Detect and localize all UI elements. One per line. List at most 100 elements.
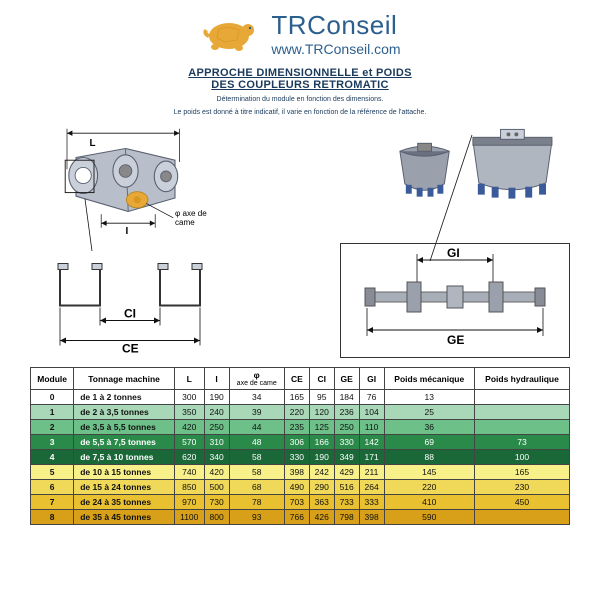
table-cell: 349 [334, 450, 359, 465]
table-cell: 800 [204, 510, 229, 525]
table-cell: 310 [204, 435, 229, 450]
table-cell: 34 [229, 390, 284, 405]
brand-name: TRConseil [271, 10, 400, 41]
brand-header: TRConseil www.TRConseil.com [0, 0, 600, 61]
table-cell: 44 [229, 420, 284, 435]
th-poids-hyd: Poids hydraulique [475, 368, 570, 390]
table-cell: 78 [229, 495, 284, 510]
label-CE: CE [122, 342, 139, 356]
table-cell: 570 [174, 435, 204, 450]
table-cell: 490 [284, 480, 309, 495]
buckets-illustration [390, 127, 560, 201]
table-cell [475, 390, 570, 405]
table-row: 1de 2 à 3,5 tonnes3502403922012023610425 [31, 405, 570, 420]
table-cell: 8 [31, 510, 74, 525]
table-cell: 165 [284, 390, 309, 405]
table-cell: 220 [284, 405, 309, 420]
table-cell: 250 [204, 420, 229, 435]
ge-gi-diagram-frame: GI GE [340, 243, 570, 358]
table-cell: 69 [384, 435, 474, 450]
table-cell: 766 [284, 510, 309, 525]
table-cell: 350 [174, 405, 204, 420]
bucket-small-icon [390, 139, 459, 201]
table-cell: de 5,5 à 7,5 tonnes [74, 435, 175, 450]
table-cell: 48 [229, 435, 284, 450]
brand-text: TRConseil www.TRConseil.com [271, 10, 400, 57]
subtitle-2: Le poids est donné à titre indicatif, il… [0, 108, 600, 117]
table-cell: 333 [359, 495, 384, 510]
table-cell: 166 [309, 435, 334, 450]
table-cell: 306 [284, 435, 309, 450]
table-row: 3de 5,5 à 7,5 tonnes57031048306166330142… [31, 435, 570, 450]
table-cell: 426 [309, 510, 334, 525]
table-cell: 13 [384, 390, 474, 405]
table-cell: 703 [284, 495, 309, 510]
table-cell: de 7,5 à 10 tonnes [74, 450, 175, 465]
table-row: 8de 35 à 45 tonnes1100800937664267983985… [31, 510, 570, 525]
table-cell: de 3,5 à 5,5 tonnes [74, 420, 175, 435]
table-cell: 4 [31, 450, 74, 465]
table-cell: 93 [229, 510, 284, 525]
table-cell: 1100 [174, 510, 204, 525]
th-GI: GI [359, 368, 384, 390]
table-cell: 142 [359, 435, 384, 450]
table-cell: 516 [334, 480, 359, 495]
table-cell: 340 [204, 450, 229, 465]
table-cell: de 35 à 45 tonnes [74, 510, 175, 525]
table-cell: 330 [334, 435, 359, 450]
table-cell: 363 [309, 495, 334, 510]
table-cell: de 15 à 24 tonnes [74, 480, 175, 495]
turtle-logo-icon [199, 14, 259, 54]
table-cell: 36 [384, 420, 474, 435]
table-header: Module Tonnage machine L I φaxe de came … [31, 368, 570, 390]
table-row: 6de 15 à 24 tonnes8505006849029051626422… [31, 480, 570, 495]
label-cam-axis: φ axe decame [175, 209, 207, 227]
table-cell: 211 [359, 465, 384, 480]
table-cell: 620 [174, 450, 204, 465]
table-cell: 120 [309, 405, 334, 420]
table-row: 0de 1 à 2 tonnes30019034165951847613 [31, 390, 570, 405]
table-cell: 104 [359, 405, 384, 420]
table-cell: 145 [384, 465, 474, 480]
table-cell: 171 [359, 450, 384, 465]
ce-ci-diagram: CI CE [30, 243, 240, 358]
table-cell: 240 [204, 405, 229, 420]
th-CI: CI [309, 368, 334, 390]
table-cell: 25 [384, 405, 474, 420]
table-cell: 39 [229, 405, 284, 420]
table-cell: 850 [174, 480, 204, 495]
th-L: L [174, 368, 204, 390]
coupler-body-icon [65, 149, 178, 212]
th-CE: CE [284, 368, 309, 390]
th-module: Module [31, 368, 74, 390]
table-cell: 235 [284, 420, 309, 435]
table-cell: 290 [309, 480, 334, 495]
table-cell: de 24 à 35 tonnes [74, 495, 175, 510]
table-cell: 500 [204, 480, 229, 495]
table-cell: 330 [284, 450, 309, 465]
table-cell: 450 [475, 495, 570, 510]
table-cell: 398 [284, 465, 309, 480]
table-cell [475, 405, 570, 420]
table-cell: 58 [229, 450, 284, 465]
table-cell: 190 [204, 390, 229, 405]
table-cell: 398 [359, 510, 384, 525]
table-cell: 250 [334, 420, 359, 435]
table-cell: 2 [31, 420, 74, 435]
table-cell: 429 [334, 465, 359, 480]
table-cell: 300 [174, 390, 204, 405]
table-row: 4de 7,5 à 10 tonnes620340583301903491718… [31, 450, 570, 465]
table-cell: 3 [31, 435, 74, 450]
table-cell: 740 [174, 465, 204, 480]
table-cell: 76 [359, 390, 384, 405]
brand-url: www.TRConseil.com [271, 41, 400, 57]
label-I: I [126, 226, 129, 237]
ge-gi-diagram: GI GE [347, 248, 563, 348]
th-tonnage: Tonnage machine [74, 368, 175, 390]
table-cell: 410 [384, 495, 474, 510]
th-cam: φaxe de came [229, 368, 284, 390]
table-cell: de 1 à 2 tonnes [74, 390, 175, 405]
table-cell: 125 [309, 420, 334, 435]
label-GI: GI [447, 248, 460, 260]
subtitle-1: Détermination du module en fonction des … [0, 95, 600, 104]
